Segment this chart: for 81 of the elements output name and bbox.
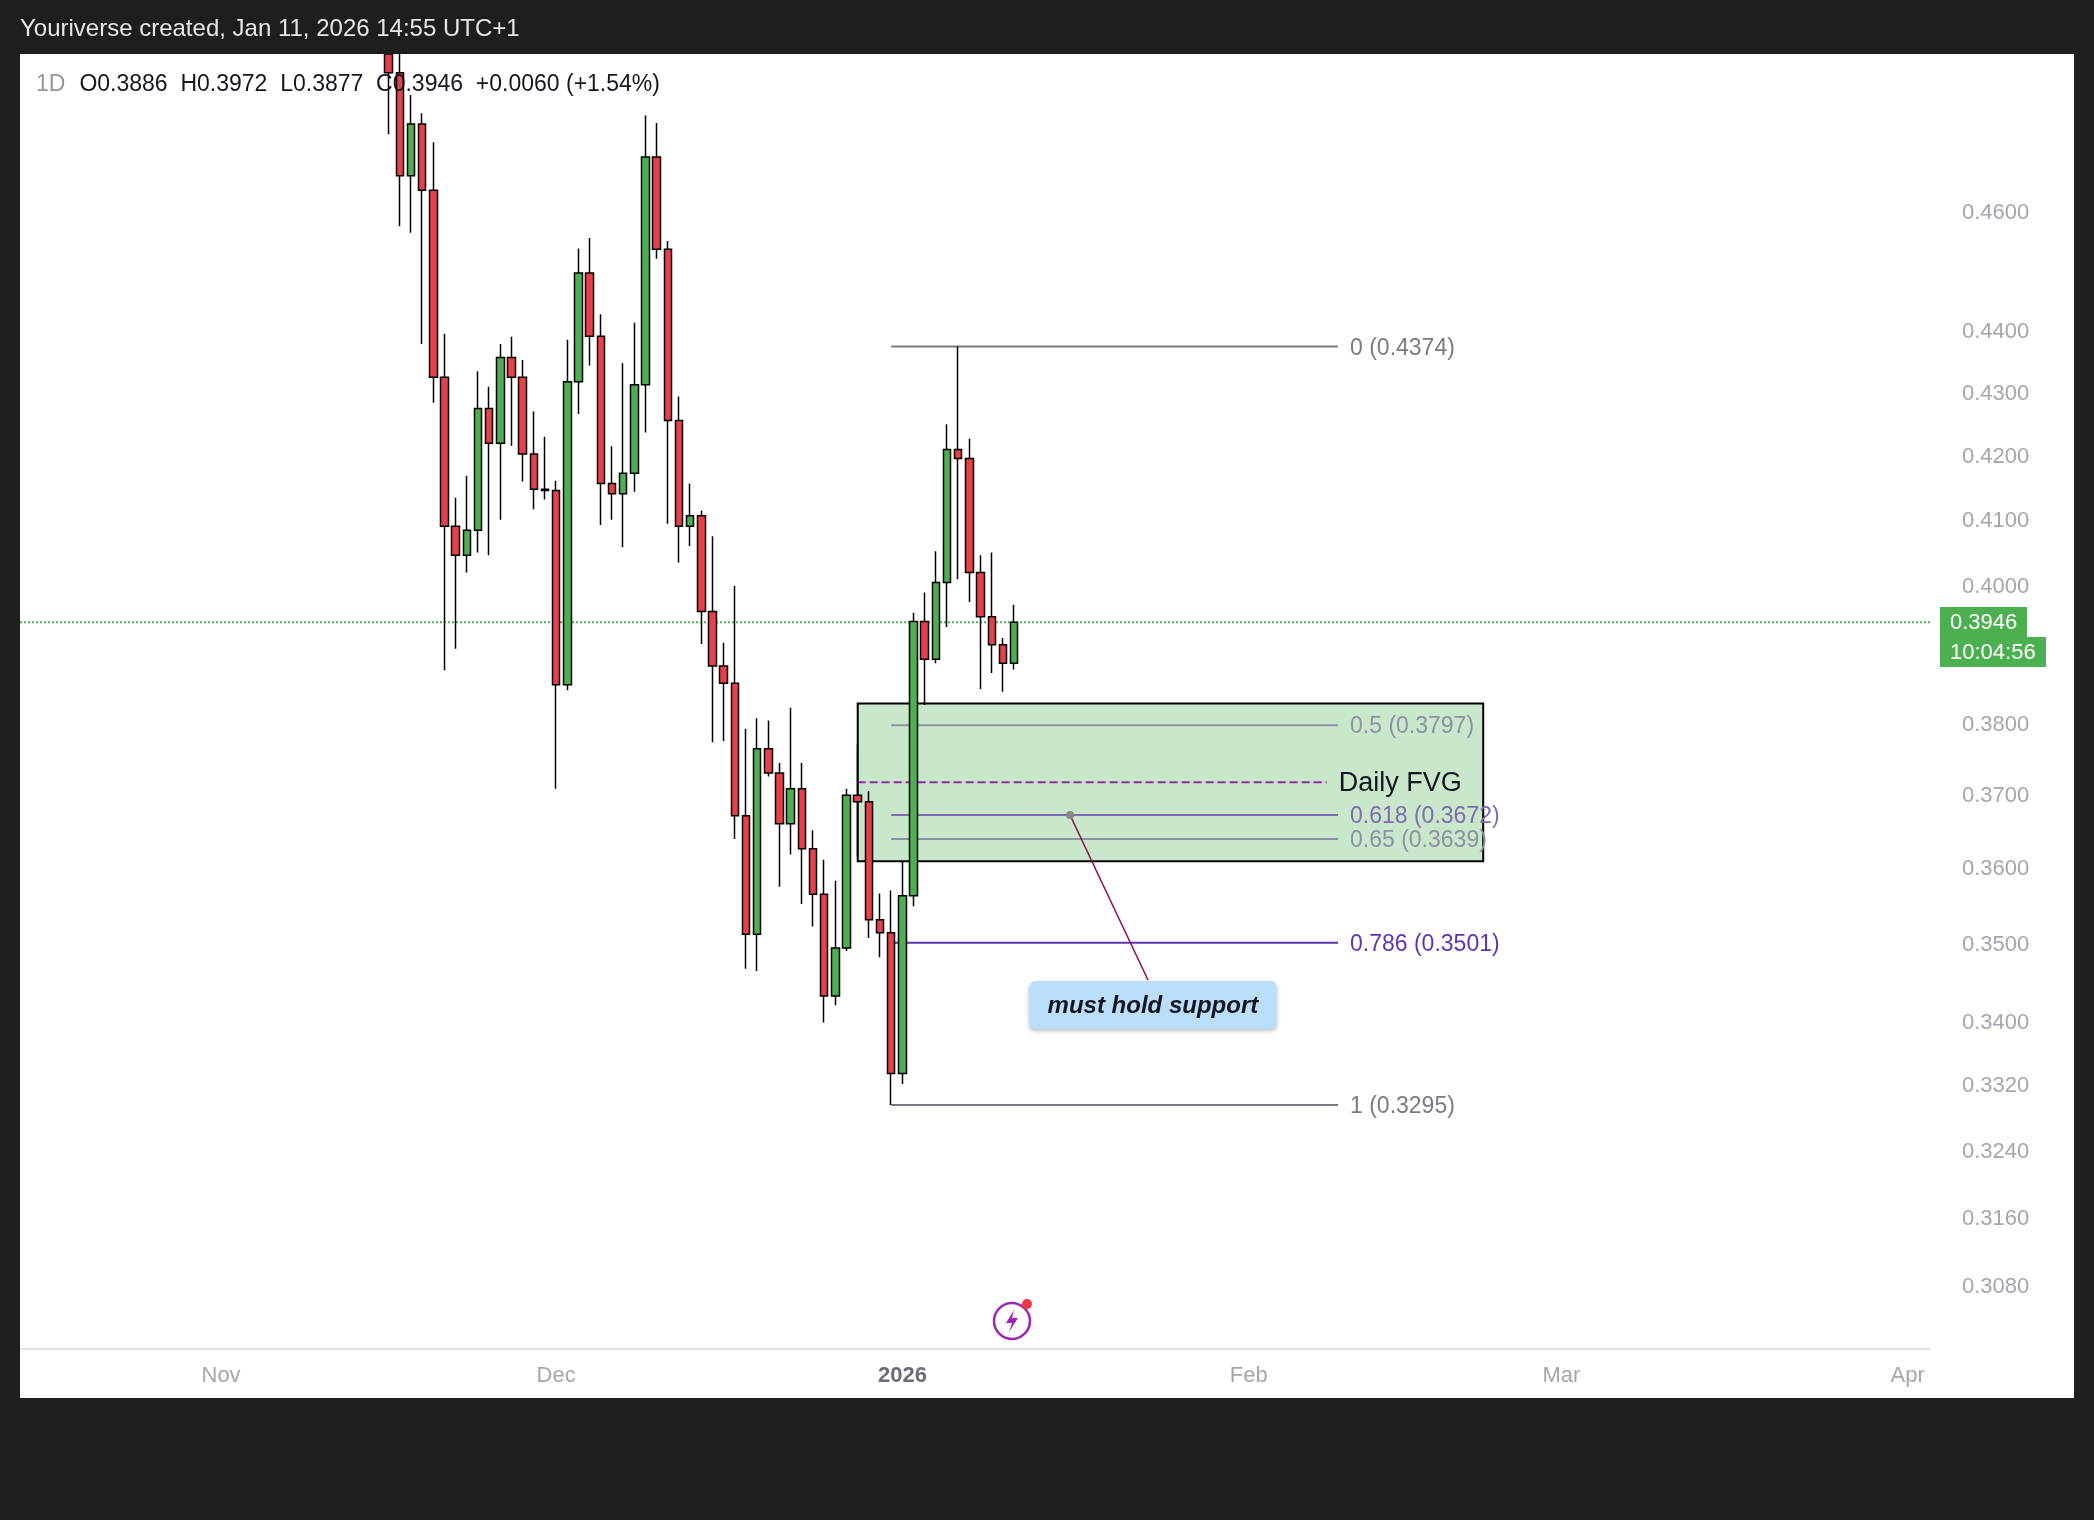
candlestick: [953, 345, 963, 580]
candlestick: [640, 114, 651, 434]
y-tick-label: 0.3700: [1962, 782, 2030, 808]
candlestick: [596, 313, 606, 526]
text: Youriverse created, Jan 11, 2026 14:55 UTC+1: [20, 14, 520, 42]
candlestick: [629, 322, 640, 493]
y-tick-label: 0.4600: [1962, 199, 2030, 225]
text: 10:04:56: [1940, 637, 2046, 668]
candlestick: [763, 719, 774, 778]
candlestick: [841, 788, 852, 952]
candlestick: [674, 395, 684, 564]
candlestick: [439, 332, 450, 671]
candlestick: [584, 237, 595, 367]
x-tick-label: Feb: [1229, 1361, 1268, 1387]
candlestick: [897, 861, 908, 1085]
y-tick-label: 0.3600: [1962, 855, 2030, 881]
ref-line-label: 0.3946: [1940, 607, 2028, 638]
candlestick: [685, 482, 695, 547]
x-tick-label: Mar: [1542, 1361, 1581, 1387]
candlestick: [919, 591, 930, 706]
candlestick: [808, 829, 818, 928]
series-label: 0.5 (0.3797): [1350, 712, 1475, 739]
y-tick-label: 0.3500: [1962, 930, 2030, 956]
candlestick: [417, 112, 427, 345]
candlestick: [774, 762, 785, 888]
text: 1D: [36, 70, 66, 96]
y-tick-label: 0.4400: [1962, 318, 2030, 344]
annotation: must hold support: [1029, 980, 1277, 1029]
y-tick-label: 0.3400: [1962, 1008, 2030, 1034]
y-tick-label: 0.4000: [1962, 573, 2030, 599]
y-tick-label: 0.3080: [1962, 1273, 2030, 1299]
y-tick-label: 0.4100: [1962, 507, 2030, 533]
candlestick: [529, 410, 539, 511]
candlestick: [618, 362, 628, 549]
candlestick: [495, 343, 506, 521]
candlestick: [819, 859, 829, 1024]
candlestick: [797, 762, 807, 905]
y-tick-label: 0.4200: [1962, 442, 2030, 468]
y-tick-label: 0.3160: [1962, 1204, 2030, 1230]
candlestick: [886, 889, 896, 1106]
candlestick: [573, 247, 584, 415]
x-tick-label: Nov: [201, 1361, 241, 1387]
candlestick: [998, 637, 1008, 693]
candlestick: [506, 336, 517, 447]
candlestick: [785, 707, 796, 856]
candlestick: [651, 122, 662, 260]
candlestick: [718, 641, 729, 742]
candlestick: [484, 385, 494, 556]
candlestick: [752, 717, 762, 972]
y-tick-label: 0.4300: [1962, 379, 2030, 405]
candlestick: [551, 480, 561, 790]
y-tick-label: 0.3240: [1962, 1137, 2030, 1163]
candlestick: [428, 141, 439, 404]
candlestick: [517, 359, 528, 483]
candlestick: [852, 743, 863, 858]
x-tick-label: 2026: [877, 1361, 927, 1387]
series-label: 0 (0.4374): [1350, 333, 1455, 360]
y-tick-label: 0.3800: [1962, 710, 2030, 736]
x-tick-label: Apr: [1890, 1361, 1925, 1387]
series-label: 0.786 (0.3501): [1350, 929, 1500, 956]
candlestick: [864, 790, 874, 939]
x-tick-label: Dec: [536, 1361, 576, 1387]
candlestick: [875, 892, 885, 958]
candlestick: [663, 240, 673, 525]
candlestick: [987, 551, 997, 674]
candlestick: [540, 436, 550, 501]
candlestick: [975, 554, 986, 690]
candlestick: [450, 496, 461, 650]
candlestick: [462, 474, 472, 574]
series-label: 1 (0.3295): [1350, 1092, 1455, 1118]
y-tick-label: 0.3320: [1962, 1072, 2030, 1098]
candlestick: [730, 585, 740, 840]
series-label: Daily FVG: [1338, 767, 1462, 798]
candlestick: [830, 879, 841, 1007]
candlestick: [964, 437, 975, 603]
candlestick: [707, 535, 718, 744]
candlestick: [741, 728, 751, 970]
candlestick: [406, 94, 416, 234]
candlestick: [473, 370, 483, 554]
candlestick: [696, 509, 707, 645]
candlestick: [607, 445, 617, 521]
